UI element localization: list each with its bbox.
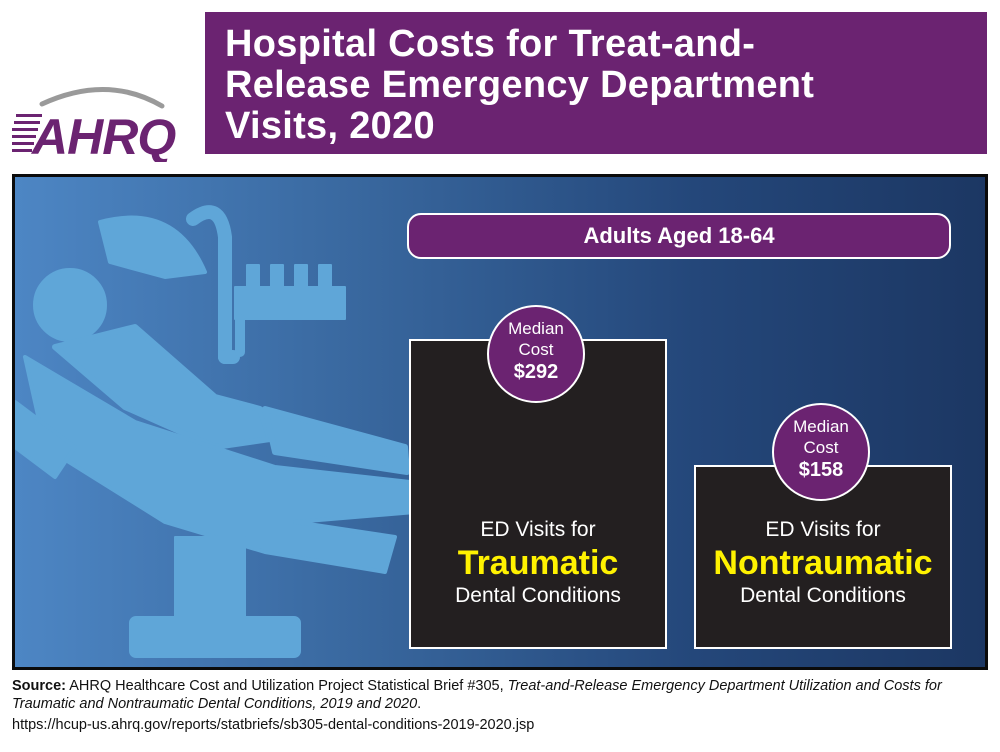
data-label-traumatic: $292 xyxy=(513,361,559,383)
bar-suffix: Dental Conditions xyxy=(455,584,621,607)
title-line-3: Visits, 2020 xyxy=(225,105,435,147)
bar-nontraumatic-label: ED Visits for Nontraumatic Dental Condit… xyxy=(696,517,950,609)
bar-category: Nontraumatic xyxy=(713,544,933,582)
badge-line-cost: Cost xyxy=(803,438,839,457)
bar-traumatic-label: ED Visits for Traumatic Dental Condition… xyxy=(411,517,665,609)
title-line-1: Hospital Costs for Treat-and- xyxy=(225,23,756,65)
source-title: Treat-and-Release Emergency Department U… xyxy=(12,678,942,712)
bar-prefix: ED Visits for xyxy=(480,518,596,541)
badge-line-median: Median xyxy=(508,319,564,338)
source-end: . xyxy=(417,696,422,712)
badge-line-cost: Cost xyxy=(518,340,554,359)
source-note: Source: AHRQ Healthcare Cost and Utiliza… xyxy=(12,677,988,734)
bar-prefix: ED Visits for xyxy=(765,518,881,541)
median-cost-badge-traumatic: Median Cost $292 xyxy=(487,305,585,403)
infographic-panel: Adults Aged 18-64 ED Visits for Traumati… xyxy=(12,174,988,670)
ahrq-logo: AHRQ xyxy=(6,82,197,165)
source-text: AHRQ Healthcare Cost and Utilization Pro… xyxy=(69,678,504,694)
source-label: Source: xyxy=(12,678,66,694)
bar-category: Traumatic xyxy=(457,544,619,582)
source-url-link[interactable]: https://hcup-us.ahrq.gov/reports/statbri… xyxy=(12,717,535,733)
svg-text:AHRQ: AHRQ xyxy=(30,109,176,162)
dental-chair-icon xyxy=(15,205,417,658)
bar-suffix: Dental Conditions xyxy=(740,584,906,607)
data-label-nontraumatic: $158 xyxy=(798,459,844,481)
badge-line-median: Median xyxy=(793,417,849,436)
median-cost-badge-nontraumatic: Median Cost $158 xyxy=(772,403,870,501)
age-group-label: Adults Aged 18-64 xyxy=(407,213,951,259)
title-banner: Hospital Costs for Treat-and- Release Em… xyxy=(205,12,987,154)
title-line-2: Release Emergency Department xyxy=(225,64,815,106)
